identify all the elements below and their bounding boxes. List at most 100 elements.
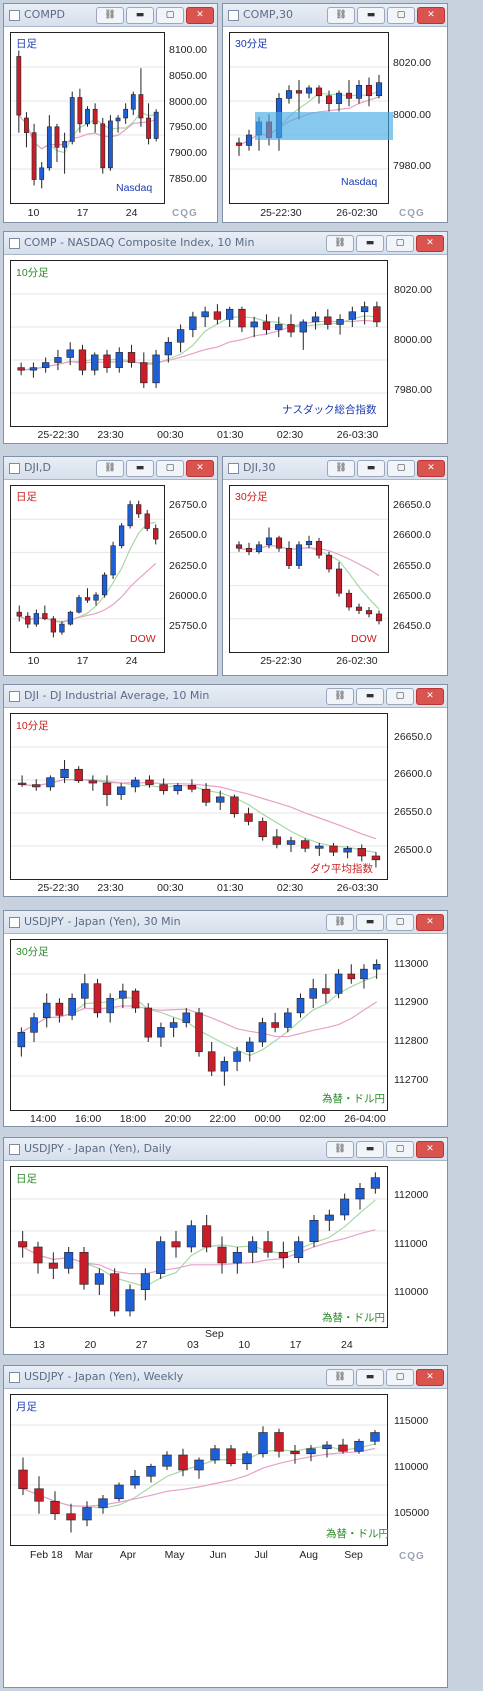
candle-body <box>370 1432 380 1442</box>
link-icon[interactable]: ⛓ <box>326 688 354 705</box>
timeframe-label: 30分足 <box>235 491 268 503</box>
candle-body <box>178 1454 188 1471</box>
window-title: COMP,30 <box>243 8 293 21</box>
window-title: COMPD <box>24 8 65 21</box>
highlight-zone <box>255 112 393 140</box>
candle-body <box>315 845 324 849</box>
y-tick-label: 7980.00 <box>394 384 432 397</box>
close-button[interactable]: ✕ <box>416 235 444 252</box>
candle-body <box>42 613 48 620</box>
minimize-button[interactable]: ▬ <box>357 460 385 477</box>
maximize-button[interactable]: ▢ <box>386 235 414 252</box>
x-tick-label: 26-03:30 <box>336 882 379 894</box>
candle-body <box>187 785 197 790</box>
y-tick-label: 7980.00 <box>393 160 431 173</box>
candle-body <box>29 367 38 371</box>
window-titlebar: COMPD ⛓ ▬ ▢ ✕ <box>4 4 217 27</box>
minimize-button[interactable]: ▬ <box>356 914 384 931</box>
minimize-button[interactable]: ▬ <box>126 7 154 24</box>
candle-body <box>182 1012 191 1023</box>
link-icon[interactable]: ⛓ <box>327 460 355 477</box>
chart-plot <box>10 260 388 427</box>
link-icon[interactable]: ⛓ <box>327 7 355 24</box>
close-button[interactable]: ✕ <box>417 7 445 24</box>
maximize-button[interactable]: ▢ <box>387 460 415 477</box>
moving-average-short <box>22 1199 376 1288</box>
cqg-logo: CQG <box>399 208 425 219</box>
window-icon <box>9 1372 20 1383</box>
minimize-button[interactable]: ▬ <box>356 235 384 252</box>
maximize-button[interactable]: ▢ <box>386 688 414 705</box>
maximize-button[interactable]: ▢ <box>387 7 415 24</box>
candle-body <box>305 87 313 94</box>
chart-plot <box>10 32 165 204</box>
x-tick-label: 01:30 <box>217 429 244 441</box>
candle-body <box>287 324 295 333</box>
x-tick-label: 23:30 <box>97 882 124 894</box>
candle-body <box>138 94 144 119</box>
moving-average-long <box>18 114 157 150</box>
x-tick-label: 27 <box>135 1339 148 1351</box>
minimize-button[interactable]: ▬ <box>357 7 385 24</box>
candle-body <box>93 983 102 1014</box>
x-tick-label: 22:00 <box>209 1113 236 1125</box>
y-tick-label: 26650.0 <box>393 499 431 512</box>
y-tick-label: 25750.0 <box>169 620 207 633</box>
x-tick-label: 18:00 <box>119 1113 147 1125</box>
timeframe-label: 月足 <box>16 1401 37 1413</box>
candle-body <box>334 973 343 994</box>
candle-body <box>130 1475 140 1486</box>
candle-body <box>69 97 75 142</box>
symbol-tag: DOW <box>351 633 377 645</box>
link-icon[interactable]: ⛓ <box>96 7 124 24</box>
candle-body <box>107 120 113 169</box>
candle-body <box>343 848 352 853</box>
symbol-tag: ナスダック総合指数 <box>282 404 377 416</box>
candle-body <box>235 544 243 549</box>
maximize-button[interactable]: ▢ <box>386 1369 414 1386</box>
minimize-button[interactable]: ▬ <box>126 460 154 477</box>
candle-body <box>55 1002 64 1016</box>
candle-body <box>46 777 55 788</box>
candle-body <box>68 997 76 1016</box>
candle-body <box>216 796 225 803</box>
candle-body <box>262 321 271 330</box>
x-tick-label: 00:30 <box>157 882 184 894</box>
maximize-button[interactable]: ▢ <box>386 914 414 931</box>
link-icon[interactable]: ⛓ <box>96 460 124 477</box>
close-button[interactable]: ✕ <box>416 688 444 705</box>
close-button[interactable]: ✕ <box>416 1369 444 1386</box>
candle-body <box>85 108 90 125</box>
close-button[interactable]: ✕ <box>416 914 444 931</box>
y-tick-label: 26550.0 <box>394 805 432 818</box>
candle-body <box>290 1450 300 1455</box>
link-icon[interactable]: ⛓ <box>326 1369 354 1386</box>
y-tick-label: 26500.0 <box>393 589 431 602</box>
link-icon[interactable]: ⛓ <box>326 235 354 252</box>
minimize-button[interactable]: ▬ <box>356 1369 384 1386</box>
candle-body <box>375 613 383 622</box>
candle-body <box>322 1444 332 1450</box>
window-title: USDJPY - Japan (Yen), Weekly <box>24 1370 184 1383</box>
link-icon[interactable]: ⛓ <box>326 1141 354 1158</box>
close-button[interactable]: ✕ <box>417 460 445 477</box>
minimize-button[interactable]: ▬ <box>356 1141 384 1158</box>
candle-body <box>271 1022 279 1028</box>
close-button[interactable]: ✕ <box>416 1141 444 1158</box>
candle-body <box>365 85 373 97</box>
maximize-button[interactable]: ▢ <box>156 7 184 24</box>
chart-plot <box>10 1394 388 1546</box>
minimize-button[interactable]: ▬ <box>356 688 384 705</box>
link-icon[interactable]: ⛓ <box>326 914 354 931</box>
maximize-button[interactable]: ▢ <box>156 460 184 477</box>
close-button[interactable]: ✕ <box>186 460 214 477</box>
candle-body <box>64 1252 74 1269</box>
candle-body <box>348 311 357 320</box>
candle-body <box>213 311 222 320</box>
candle-body <box>233 1051 241 1062</box>
candle-body <box>299 321 307 333</box>
x-tick-label: 26-04:00 <box>344 1113 386 1125</box>
maximize-button[interactable]: ▢ <box>386 1141 414 1158</box>
close-button[interactable]: ✕ <box>186 7 214 24</box>
candle-body <box>357 848 366 857</box>
